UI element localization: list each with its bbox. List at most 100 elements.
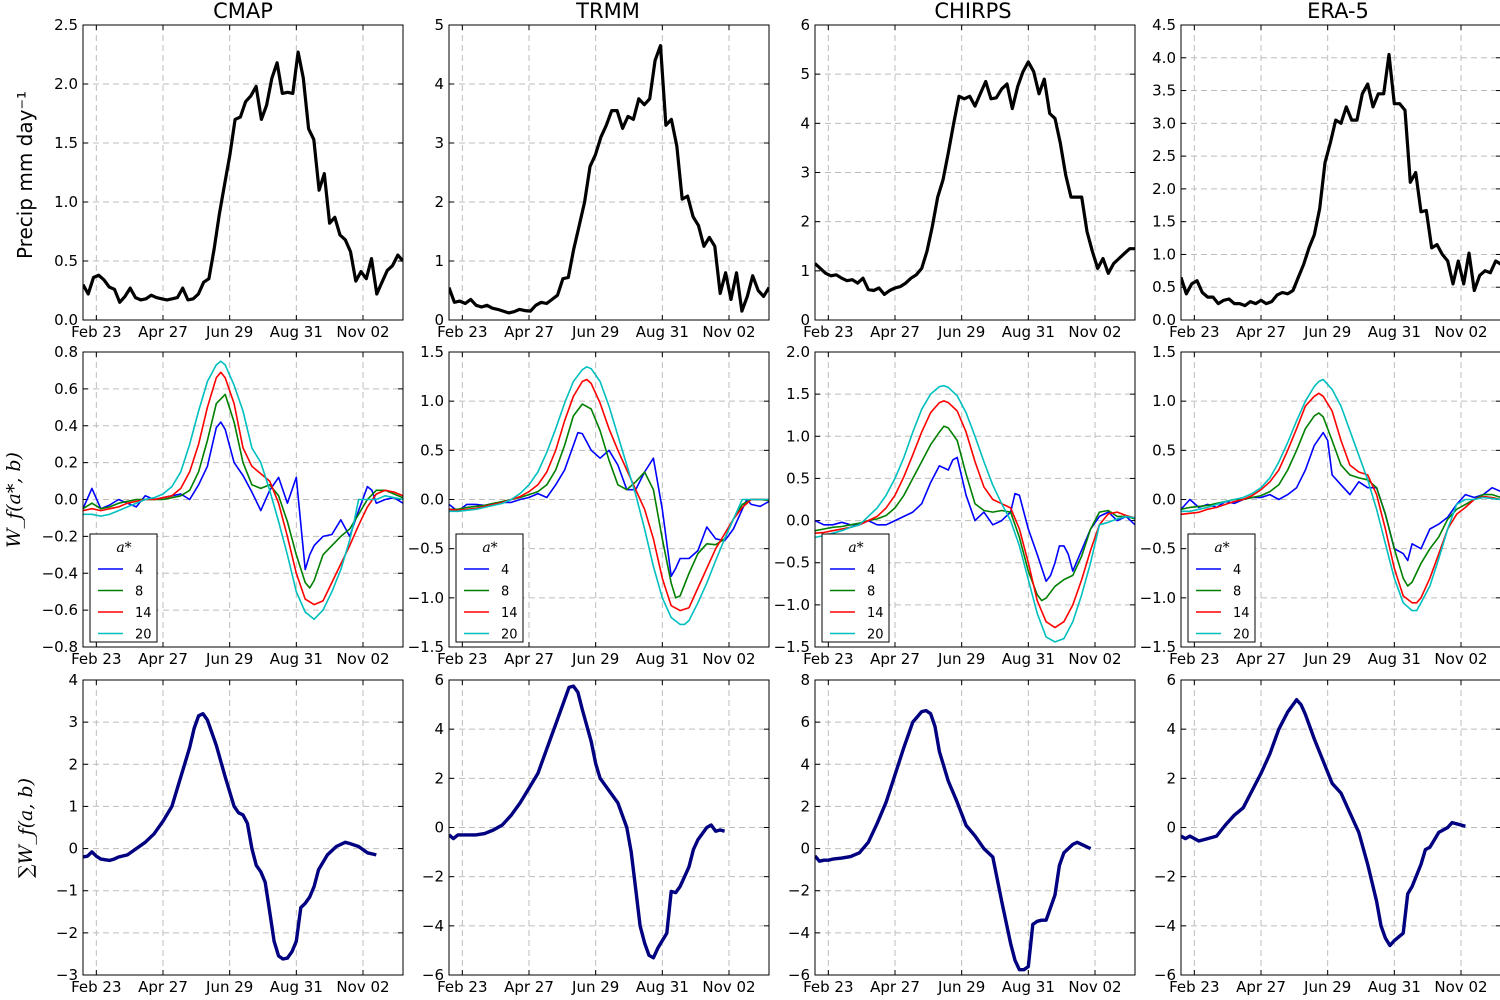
series-line-a20	[1181, 378, 1500, 612]
y-tick-label: 0	[1166, 819, 1176, 837]
x-tick-label: Feb 23	[437, 978, 487, 996]
plot-frame	[814, 351, 1136, 648]
y-tick-label: 4	[800, 755, 810, 773]
y-tick-label: −1.5	[1140, 638, 1176, 656]
y-tick-label: −0.5	[1140, 540, 1176, 558]
x-tick-label: Feb 23	[803, 978, 853, 996]
ylabel-wavelet-sum: ∑W_f(a, b)	[15, 778, 37, 878]
y-tick-label: 0.5	[786, 469, 810, 487]
x-tick-label: Aug 31	[1002, 650, 1055, 668]
y-tick-label: 4.5	[1152, 16, 1176, 34]
x-tick-label: Apr 27	[138, 323, 188, 341]
series-line-precip	[83, 50, 403, 304]
y-tick-label: 0.4	[54, 417, 78, 435]
x-tick-label: Jun 29	[937, 323, 985, 341]
legend-box	[1187, 533, 1256, 643]
y-tick-label: 0.0	[786, 512, 810, 530]
y-tick-label: 3.0	[1152, 114, 1176, 132]
x-tick-label: Aug 31	[1368, 323, 1421, 341]
x-tick-label: Jun 29	[937, 650, 985, 668]
y-tick-label: 0.5	[1152, 441, 1176, 459]
y-tick-label: 0.8	[54, 343, 78, 361]
panel-2-era5: −1.5 −1.0 −0.5 0.0 0.5 1.0 1.5 Feb 23 Apr 27 Jun …	[1140, 343, 1500, 668]
x-tick-label: Aug 31	[1368, 978, 1421, 996]
ylabel-precip: Precip mm day⁻¹	[13, 91, 37, 259]
y-tick-label: 3.5	[1152, 82, 1176, 100]
y-tick-label: 0.5	[420, 441, 444, 459]
x-tick-label: Feb 23	[1169, 323, 1219, 341]
y-tick-label: −1.5	[774, 638, 810, 656]
series-line-precip	[449, 44, 769, 315]
x-tick-label: Feb 23	[71, 650, 121, 668]
x-tick-label: Aug 31	[1368, 650, 1421, 668]
y-tick-label: 0.5	[54, 252, 78, 270]
y-tick-label: 4	[800, 114, 810, 132]
series-line-a14	[815, 400, 1135, 629]
series-line-a20	[815, 384, 1135, 643]
y-tick-label: 3	[68, 713, 78, 731]
plot-frame	[1180, 679, 1500, 976]
legend-box	[821, 533, 890, 643]
col-title-era5: ERA-5	[1307, 0, 1369, 23]
y-tick-label: 6	[800, 713, 810, 731]
x-tick-label: Aug 31	[1002, 323, 1055, 341]
x-tick-label: Nov 02	[1434, 978, 1487, 996]
y-tick-label: 0	[68, 840, 78, 858]
x-tick-label: Feb 23	[803, 650, 853, 668]
legend-title: a*	[116, 540, 131, 556]
legend-title: a*	[848, 540, 863, 556]
y-tick-label: 4	[1166, 720, 1176, 738]
x-tick-label: Apr 27	[870, 978, 920, 996]
y-tick-label: 0.0	[54, 311, 78, 329]
legend-label-a14: 14	[501, 606, 518, 621]
y-tick-label: −4	[422, 917, 444, 935]
plot-frame	[814, 24, 1136, 321]
series-line-precip	[1181, 52, 1500, 308]
x-tick-label: Jun 29	[1303, 323, 1351, 341]
plot-frame	[814, 679, 1136, 976]
x-tick-label: Aug 31	[636, 650, 689, 668]
series-line-a20	[449, 366, 769, 626]
y-tick-label: 2.5	[54, 16, 78, 34]
x-tick-label: Nov 02	[336, 323, 389, 341]
series-line-a20	[83, 360, 403, 621]
x-tick-label: Feb 23	[437, 650, 487, 668]
y-tick-label: −0.6	[42, 601, 78, 619]
x-tick-label: Aug 31	[1002, 978, 1055, 996]
x-tick-label: Feb 23	[1169, 978, 1219, 996]
y-tick-label: 4	[68, 671, 78, 689]
y-tick-label: 1.0	[786, 427, 810, 445]
y-tick-label: 2.0	[1152, 180, 1176, 198]
plot-frame	[448, 24, 770, 321]
x-tick-label: Aug 31	[636, 978, 689, 996]
plot-frame	[1180, 351, 1500, 648]
y-tick-label: 1.5	[786, 385, 810, 403]
x-tick-label: Apr 27	[1236, 323, 1286, 341]
y-tick-label: 5	[434, 16, 444, 34]
x-tick-label: Apr 27	[1236, 650, 1286, 668]
series-line-sum	[449, 684, 726, 960]
series-line-a4	[1181, 431, 1500, 562]
x-tick-label: Apr 27	[504, 978, 554, 996]
legend: a* 4 8 14 20	[455, 533, 524, 643]
x-tick-label: Jun 29	[205, 650, 253, 668]
x-tick-label: Feb 23	[437, 323, 487, 341]
y-tick-label: 1.0	[54, 193, 78, 211]
y-tick-label: −0.4	[42, 564, 78, 582]
legend: a* 4 8 14 20	[89, 533, 158, 643]
y-tick-label: 4	[434, 720, 444, 738]
y-tick-label: −2	[1154, 868, 1176, 886]
x-tick-label: Nov 02	[1434, 323, 1487, 341]
panel-1-era5: 0.0 0.5 1.0 1.5 2.0 2.5 3.0 3.5 4.0 4.5 Feb 23 Apr …	[1152, 16, 1500, 341]
legend-label-a20: 20	[501, 628, 518, 643]
x-tick-label: Aug 31	[636, 323, 689, 341]
y-tick-label: 6	[434, 671, 444, 689]
x-tick-label: Apr 27	[504, 323, 554, 341]
y-tick-label: 1	[68, 797, 78, 815]
y-tick-label: −0.2	[42, 527, 78, 545]
y-tick-label: 0.6	[54, 380, 78, 398]
y-tick-label: −4	[788, 924, 810, 942]
series-line-a8	[83, 393, 403, 589]
legend-label-a14: 14	[1233, 606, 1250, 621]
